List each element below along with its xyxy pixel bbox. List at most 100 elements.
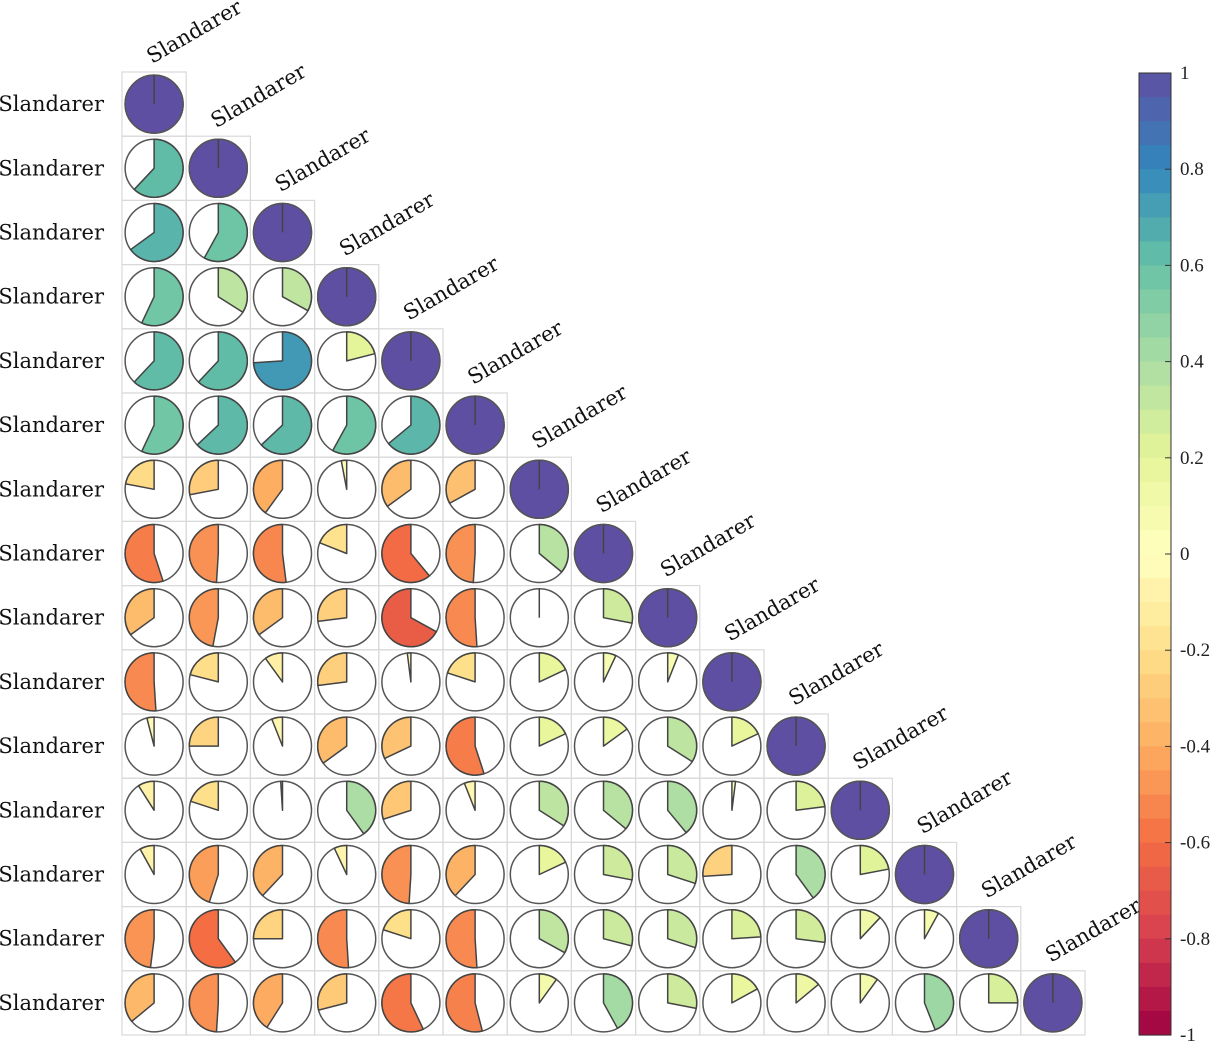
pie-slice [602,716,628,747]
pie-slice [316,652,348,687]
pie-cell [249,777,316,844]
pie-slice [124,523,164,584]
colorbar-segment [1139,674,1171,699]
pie-cell [763,905,829,972]
pie-cell [185,970,251,1036]
pie-cell [121,649,187,715]
pie-slice [260,395,313,455]
pie-cell [827,777,894,844]
pie-cell [506,520,573,587]
pie-slice [271,716,284,747]
pie-cell [570,713,637,779]
pie-slice [188,908,237,969]
pie-cell [185,649,251,715]
pie-cell [249,841,316,908]
row-label: Slandarer [0,734,105,758]
pie-slice [188,459,220,496]
pie-slice [538,652,567,683]
colorbar-segment [1139,289,1171,315]
pie-slice [538,716,567,747]
pie-cell [249,713,316,779]
pie-slice [133,331,184,391]
pie-slice [445,459,476,505]
colorbar-segment [1139,554,1171,579]
pie-cell [314,392,380,458]
pie-slice [189,780,220,812]
row-label: Slandarer [0,927,105,951]
pie-cell [314,584,380,651]
column-label: Slandarer [592,444,696,518]
pie-cell [121,905,187,972]
pie-slice [345,780,377,835]
pie-cell [249,392,316,458]
colorbar-segment [1139,145,1171,170]
pie-cell [121,970,187,1036]
column-label: Slandarer [785,636,889,710]
colorbar-tick-label: -0.2 [1180,640,1210,661]
pie-slice [859,973,879,1004]
row-labels: Slandarer Slandarer Slandarer Slandarer Slan… [0,92,105,1015]
pie-cell [506,456,573,523]
pie-cell [121,71,187,137]
pie-cell [121,841,187,908]
column-label: Slandarer [399,251,503,325]
pie-slice [666,716,698,763]
colorbar-tick-label: 0.4 [1180,352,1204,373]
colorbar-segment [1139,794,1171,820]
colorbar-segment [1139,866,1171,892]
column-label: Slandarer [335,187,439,261]
pie-slice [387,395,441,455]
pie-slice [445,908,478,969]
pie-slice [124,908,155,969]
colorbar-segment [1139,722,1171,747]
pie-slice [340,459,348,491]
pie-cell [121,777,187,844]
pie-cell [891,841,958,908]
pie-slice [381,780,412,821]
pie-slice [538,780,570,827]
row-label: Slandarer [0,221,105,245]
pie-cell [955,970,1022,1036]
pie-cell [185,456,251,523]
pie-slice [316,973,348,1011]
colorbar-segment [1139,73,1171,98]
pie-slice [731,973,759,1004]
pie-slice [196,395,249,455]
pie-cell [378,328,444,394]
colorbar-segment [1139,385,1171,411]
pie-cell [699,649,765,715]
pie-cell [506,905,573,972]
pie-cell [699,970,765,1036]
pie-slice [463,780,476,812]
pie-cell [314,520,380,587]
pie-cell [634,713,701,779]
pie-slice [795,844,826,899]
pie-cell [185,264,251,330]
pie-slice [445,523,476,584]
row-label: Slandarer [0,542,105,566]
pie-slice [445,587,478,648]
pie-cell [378,905,444,972]
colorbar-segment [1139,481,1171,507]
pie-cell [827,970,894,1036]
colorbar-segment [1139,241,1171,266]
pie-cell [506,970,573,1036]
pie-cell [570,905,637,972]
pie-cell [634,777,701,844]
pie-cell [634,905,701,972]
column-label: Slandarer [464,315,568,389]
column-label: Slandarer [271,123,375,197]
pie-slice [381,459,412,508]
pie-slice [987,973,1019,1004]
column-label: Slandarer [656,508,760,582]
pie-cell [378,584,444,651]
colorbar-tick-label: 0 [1180,544,1190,565]
colorbar-segment [1139,457,1171,483]
pie-cell [249,970,316,1036]
pie-slice [666,844,698,885]
row-label: Slandarer [0,349,105,373]
pie-slice [445,973,484,1033]
colorbar-tick-label: -0.4 [1180,736,1211,757]
pie-cell [506,649,573,715]
pie-slice [602,844,634,881]
